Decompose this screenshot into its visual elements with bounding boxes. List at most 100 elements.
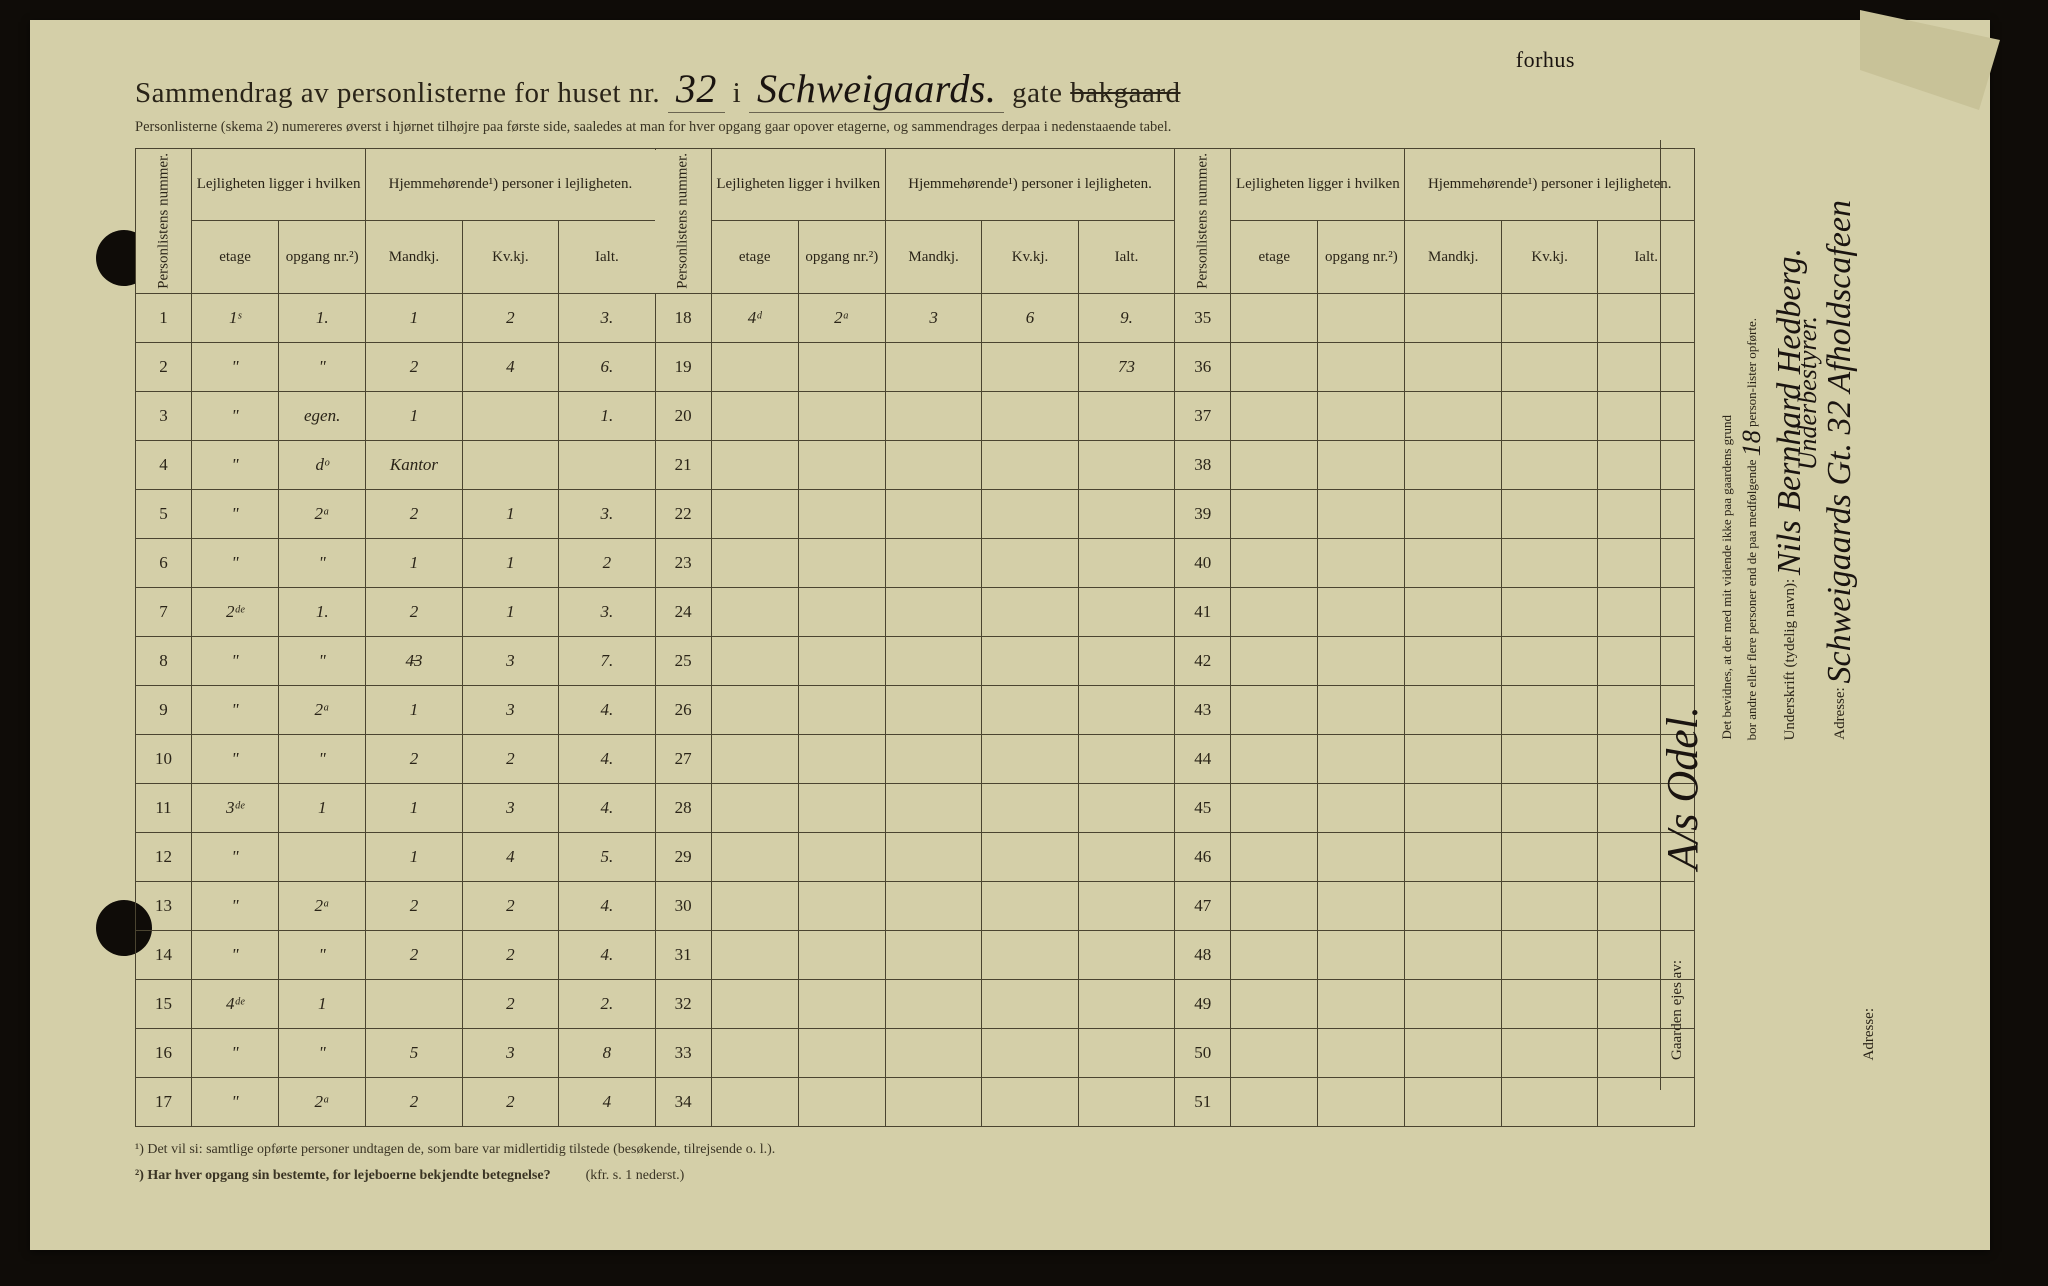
side-panel: Gaarden ejes av: A/s Odel. Det bevidnes,…	[1660, 140, 1880, 1090]
table-row: 6""1122340	[136, 538, 1695, 587]
table-cell: 1	[462, 587, 558, 636]
table-cell	[1405, 636, 1501, 685]
table-row: 8""4̶337.2542	[136, 636, 1695, 685]
table-cell	[711, 391, 798, 440]
table-cell	[885, 587, 981, 636]
title-suffix: gate	[1012, 77, 1062, 109]
table-cell: 12	[136, 832, 192, 881]
table-cell	[798, 489, 885, 538]
col-lejligheten: Lejligheten ligger i hvilken	[192, 149, 366, 221]
table-cell	[885, 734, 981, 783]
table-cell: 26	[655, 685, 711, 734]
table-cell: 1ˢ	[192, 293, 279, 342]
table-cell: 2	[462, 734, 558, 783]
table-cell: 15	[136, 979, 192, 1028]
table-cell	[885, 1077, 981, 1126]
title-mid: i	[733, 77, 742, 109]
table-row: 3"egen.11.2037	[136, 391, 1695, 440]
table-cell	[1231, 342, 1318, 391]
adresse-value: Schweigaards Gt. 32 Afholdscafeen	[1821, 200, 1858, 684]
table-cell	[885, 685, 981, 734]
table-row: 5"2ᵃ213.2239	[136, 489, 1695, 538]
table-cell	[711, 538, 798, 587]
col-mandkj: Mandkj.	[1405, 221, 1501, 293]
table-cell	[711, 1028, 798, 1077]
table-row: 9"2ᵃ134.2643	[136, 685, 1695, 734]
table-cell: 50	[1175, 1028, 1231, 1077]
table-cell: 1	[136, 293, 192, 342]
table-cell: 1	[366, 538, 462, 587]
table-cell: 1	[279, 783, 366, 832]
table-cell: 2ᵃ	[279, 1077, 366, 1126]
table-cell: "	[192, 391, 279, 440]
table-cell: dᵒ	[279, 440, 366, 489]
table-cell: 48	[1175, 930, 1231, 979]
table-cell	[711, 440, 798, 489]
table-cell: 2	[366, 1077, 462, 1126]
table-cell: 2	[366, 930, 462, 979]
table-cell: 5.	[559, 832, 655, 881]
table-cell: "	[192, 881, 279, 930]
table-cell: Kantor	[366, 440, 462, 489]
table-cell: 37	[1175, 391, 1231, 440]
table-cell	[1405, 685, 1501, 734]
street-name: Schweigaards.	[749, 65, 1004, 113]
table-cell: 2	[136, 342, 192, 391]
table-cell	[982, 979, 1078, 1028]
gaarden-ejes-label: Gaarden ejes av:	[1669, 960, 1686, 1060]
table-cell	[279, 832, 366, 881]
table-row: 154ᵈᵉ122.3249	[136, 979, 1695, 1028]
table-cell: 2ᵃ	[279, 881, 366, 930]
underskrift-label: Underskrift (tydelig navn):	[1782, 578, 1798, 740]
table-cell	[1078, 930, 1174, 979]
table-cell	[366, 979, 462, 1028]
table-cell: 41	[1175, 587, 1231, 636]
table-cell	[982, 734, 1078, 783]
adresse2-label: Adresse:	[1861, 1008, 1878, 1061]
table-cell: 6.	[559, 342, 655, 391]
table-cell	[711, 979, 798, 1028]
lister-opforte: person-lister opførte.	[1744, 318, 1759, 427]
table-row: 10""224.2744	[136, 734, 1695, 783]
table-cell	[982, 783, 1078, 832]
table-cell	[1501, 734, 1597, 783]
table-row: 13"2ᵃ224.3047	[136, 881, 1695, 930]
table-cell: 3.	[559, 587, 655, 636]
table-cell	[1078, 440, 1174, 489]
table-cell: 1	[366, 832, 462, 881]
table-cell	[711, 734, 798, 783]
table-cell: 8	[559, 1028, 655, 1077]
table-cell	[1318, 1077, 1405, 1126]
table-row: 11ˢ1.123.184ᵈ2ᵃ369.35	[136, 293, 1695, 342]
table-cell: 29	[655, 832, 711, 881]
col-etage: etage	[1231, 221, 1318, 293]
table-cell: 16	[136, 1028, 192, 1077]
table-cell	[1501, 391, 1597, 440]
table-cell	[1231, 587, 1318, 636]
col-opgang: opgang nr.²)	[798, 221, 885, 293]
table-cell	[1318, 391, 1405, 440]
table-cell	[559, 440, 655, 489]
table-cell	[711, 881, 798, 930]
table-cell	[1405, 1028, 1501, 1077]
table-cell: 1.	[559, 391, 655, 440]
table-cell	[982, 538, 1078, 587]
document-title: Sammendrag av personlisterne for huset n…	[135, 65, 1695, 113]
col-etage: etage	[711, 221, 798, 293]
table-cell	[1318, 489, 1405, 538]
table-cell: 1	[462, 538, 558, 587]
col-etage: etage	[192, 221, 279, 293]
table-cell: 2	[366, 489, 462, 538]
table-cell	[885, 440, 981, 489]
table-cell	[1405, 538, 1501, 587]
col-lejligheten: Lejligheten ligger i hvilken	[711, 149, 885, 221]
table-cell	[885, 636, 981, 685]
col-kvkj: Kv.kj.	[462, 221, 558, 293]
table-cell	[1501, 783, 1597, 832]
table-cell: 2	[462, 979, 558, 1028]
table-cell	[885, 783, 981, 832]
table-cell	[982, 391, 1078, 440]
table-cell	[1405, 391, 1501, 440]
table-cell: 3	[462, 636, 558, 685]
table-cell	[1501, 881, 1597, 930]
